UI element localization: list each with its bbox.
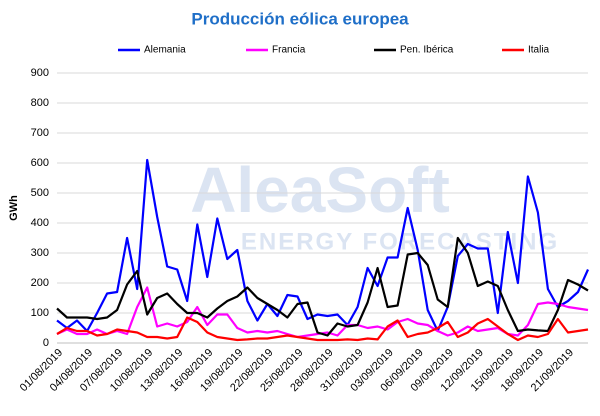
y-tick-label: 200 [31, 277, 49, 289]
legend-label: Alemania [144, 45, 186, 56]
y-tick-label: 600 [31, 157, 49, 169]
y-tick-label: 700 [31, 127, 49, 139]
y-tick-label: 100 [31, 307, 49, 319]
y-tick-label: 400 [31, 217, 49, 229]
series-line [56, 316, 589, 342]
legend-label: Francia [272, 45, 306, 56]
legend-label: Italia [528, 45, 550, 56]
series-line [56, 236, 589, 337]
y-tick-label: 0 [43, 337, 49, 349]
y-tick-label: 300 [31, 247, 49, 259]
watermark: AleaSoft [190, 154, 450, 226]
y-axis-label: GWh [8, 195, 20, 221]
legend-label: Pen. Ibérica [400, 45, 454, 56]
series-line [56, 158, 590, 333]
y-tick-label: 500 [31, 187, 49, 199]
y-tick-label: 900 [31, 67, 49, 79]
y-tick-label: 800 [31, 97, 49, 109]
chart-title: Producción eólica europea [191, 9, 409, 28]
